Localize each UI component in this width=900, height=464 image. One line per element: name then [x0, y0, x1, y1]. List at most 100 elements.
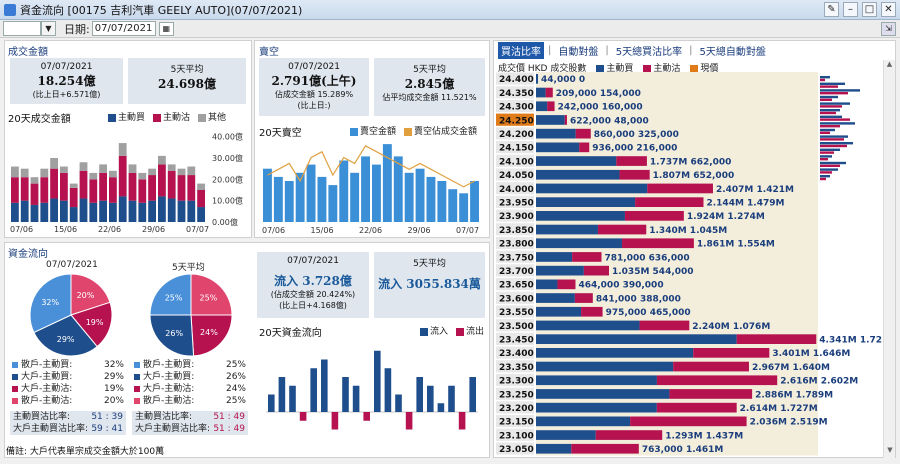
turnover-bar	[11, 166, 19, 178]
scroll-up-icon[interactable]: ▲	[886, 60, 893, 68]
sell-bar	[571, 443, 639, 454]
price-cell	[496, 291, 534, 304]
footnote: 備註: 大戶代表單宗成交金額大於100萬	[6, 447, 165, 457]
short-bar	[404, 172, 414, 222]
buy-bar	[536, 265, 584, 276]
ratio-row: 主動買沽比率: 51 : 49	[135, 411, 245, 423]
price-cell	[496, 182, 534, 195]
turnover-bar	[177, 175, 186, 201]
price-cell	[496, 415, 534, 428]
buy-bar	[536, 87, 546, 98]
calendar-icon[interactable]: ▦	[158, 21, 174, 36]
turnover-bar	[138, 172, 147, 180]
profile-buy-bar	[820, 135, 848, 138]
chevron-down-icon[interactable]: ▼	[41, 21, 56, 36]
short-bar	[273, 176, 283, 222]
short-legend: 賣空金額 賣空佔成交金額	[350, 124, 477, 137]
tab-5day-auto-match[interactable]: 5天總自動對盤	[699, 47, 766, 58]
turnover-bar	[79, 170, 88, 199]
date-input[interactable]: 07/07/2021	[91, 21, 156, 36]
price-cell	[496, 127, 534, 140]
y-tick-label: 40.00億	[212, 132, 243, 142]
window-title: 資金流向 [00175 吉利汽車 GEELY AUTO](07/07/2021)	[20, 3, 303, 17]
price-label: 24.250	[499, 116, 534, 126]
turnover-today-date: 07/07/2021	[40, 62, 93, 72]
short-chart: 07/06 15/06 22/06 29/06 07/07	[262, 144, 479, 235]
price-cell	[496, 86, 534, 99]
vertical-scrollbar[interactable]: ▲ ▼	[883, 60, 895, 458]
list-value: 25%	[225, 396, 246, 406]
flow-bar	[395, 394, 402, 412]
price-label: 23.950	[499, 199, 534, 209]
pie-label: 20%	[77, 291, 95, 300]
minimize-button[interactable]: –	[843, 2, 858, 17]
buy-bar	[536, 252, 573, 262]
flow-today-box: 07/07/2021 流入 3.728億 (佔成交金額 20.424%) (比上…	[257, 252, 369, 318]
sell-bar	[736, 334, 817, 344]
volume-label: 2.967M 1.640M	[752, 363, 830, 373]
mini-profile-chart	[820, 76, 860, 181]
legend-short-pct: 賣空佔成交金額	[404, 124, 477, 137]
legend-rt-buy-label: 主動買	[606, 64, 634, 74]
title-bar: 資金流向 [00175 吉利汽車 GEELY AUTO](07/07/2021)…	[0, 0, 900, 20]
flow-bar	[437, 403, 445, 412]
sell-bar	[673, 361, 749, 372]
price-label: 24.000	[499, 185, 534, 195]
tab-auto-match[interactable]: 自動對盤	[558, 47, 599, 58]
price-label: 23.850	[499, 226, 534, 236]
profile-buy-bar	[820, 168, 838, 171]
tab-buy-sell-ratio[interactable]: 買沽比率	[498, 42, 544, 59]
turnover-bar	[69, 207, 78, 222]
short-bar	[426, 176, 436, 222]
pie-slice	[70, 273, 111, 316]
legend-buy: 主動買	[108, 110, 145, 123]
flow-bar	[299, 412, 307, 421]
turnover-bar	[20, 177, 29, 201]
turnover-title: 成交金額	[8, 47, 48, 58]
buy-bar	[536, 169, 620, 180]
turnover-bar	[30, 177, 39, 184]
list-value: 20%	[103, 396, 124, 406]
ratio-row: 大戶主動買沽比率: 51 : 49	[135, 423, 245, 435]
volume-label: 1.035M 544,000	[612, 267, 694, 277]
turnover-bar	[69, 187, 78, 208]
volume-label: 975,000 465,000	[606, 308, 691, 318]
stock-select[interactable]	[3, 21, 41, 36]
list-item: 大戶-主動買: 29%	[12, 371, 124, 383]
sell-bar	[635, 197, 704, 207]
tab-5day-ratio[interactable]: 5天總買沽比率	[615, 47, 683, 58]
flow-avg-box: 5天平均 流入 3055.834萬	[374, 252, 485, 318]
pin-icon[interactable]: ✎	[824, 2, 839, 17]
turnover-today-box: 07/07/2021 18.254億 (比上日+6.571億)	[10, 58, 123, 104]
ratio-header-label: 成交價 HKD 成交股數	[498, 64, 587, 74]
buy-bar	[536, 402, 657, 413]
buy-bar	[536, 101, 548, 112]
maximize-button[interactable]: □	[862, 2, 877, 17]
close-button[interactable]: ✕	[881, 2, 896, 17]
short-bar	[372, 164, 381, 222]
list-item: 散戶-主動沽: 25%	[134, 395, 246, 407]
pie-today-label: 07/07/2021	[46, 260, 98, 270]
buy-bar	[536, 183, 648, 194]
flow-bar	[289, 385, 296, 412]
turnover-bar	[148, 168, 156, 176]
list-item: 大戶-主動買: 26%	[134, 371, 246, 383]
turnover-bar	[118, 196, 127, 222]
price-label: 23.050	[499, 445, 534, 455]
swatch	[12, 362, 18, 368]
export-icon[interactable]: ⇲	[881, 22, 896, 36]
short-bar	[263, 168, 272, 222]
swatch	[12, 398, 18, 404]
flow-bar	[310, 368, 317, 412]
price-label: 23.750	[499, 253, 534, 263]
toolbar: ▼ 日期: 07/07/2021 ▦ ⇲	[0, 20, 900, 38]
scroll-down-icon[interactable]: ▼	[887, 446, 893, 454]
sell-bar	[693, 348, 770, 358]
date-label: 日期:	[64, 22, 90, 36]
ratio-value: 51 : 49	[213, 424, 245, 434]
list-label: 散戶-主動沽:	[143, 396, 195, 406]
list-value: 24%	[225, 384, 246, 394]
volume-label: 1.293M 1.437M	[665, 431, 743, 441]
sell-bar	[630, 416, 747, 427]
x-tick-label: 22/06	[98, 225, 121, 234]
